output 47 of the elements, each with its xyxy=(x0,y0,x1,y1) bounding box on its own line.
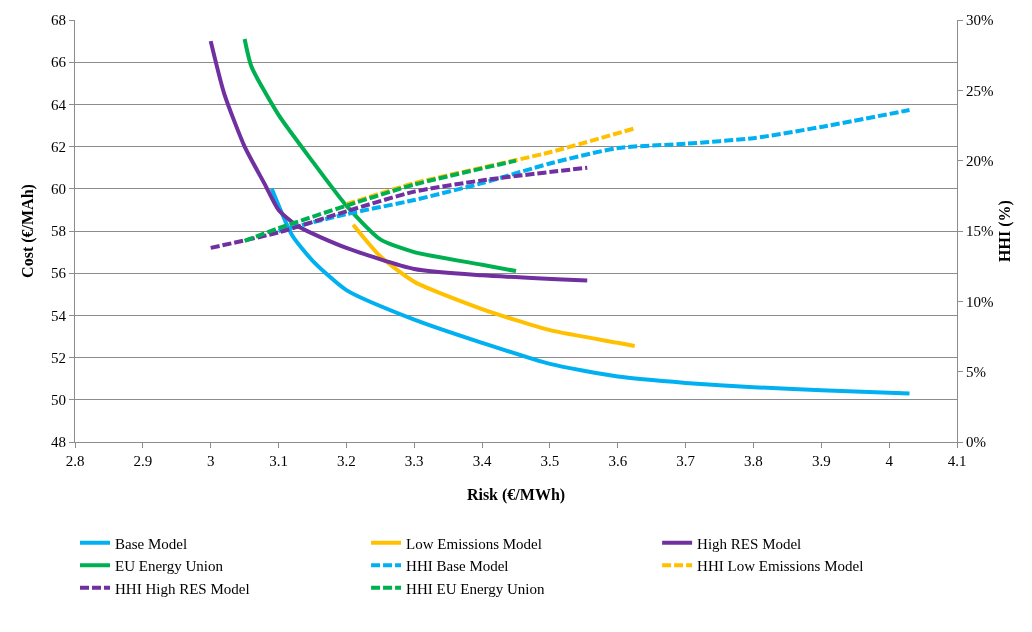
y2-tick-label: 20% xyxy=(966,152,994,169)
x-tick-label: 3.9 xyxy=(811,453,831,469)
x-tick-label: 3.2 xyxy=(337,453,356,469)
y-tick-label: 66 xyxy=(51,54,67,71)
line-series xyxy=(351,222,637,348)
x-tick-label: 3.7 xyxy=(676,453,696,469)
y2-tick-label: 10% xyxy=(966,293,994,310)
x-tick-label: 3 xyxy=(206,453,215,469)
y-tick-label: 62 xyxy=(51,138,66,155)
legend-label: HHI Low Emissions Model xyxy=(697,558,864,574)
y-tick-label: 48 xyxy=(51,434,66,451)
x-tick-label: 3.6 xyxy=(608,453,628,469)
y-tick-label: 58 xyxy=(51,223,66,240)
y2-tick-label: 5% xyxy=(966,363,986,380)
y2-tick-label: 25% xyxy=(966,82,994,99)
legend-label: Low Emissions Model xyxy=(406,535,542,552)
y-tick-label: 64 xyxy=(51,96,67,113)
line-series xyxy=(208,39,590,283)
x-tick-label: 3.1 xyxy=(269,453,288,469)
line-series xyxy=(344,126,637,207)
x-tick-label: 4 xyxy=(885,453,894,469)
x-tick-label: 3.4 xyxy=(472,453,492,469)
y-tick-label: 56 xyxy=(51,265,67,282)
y-axis-title: Cost (€/MAh) xyxy=(19,184,37,278)
x-tick-label: 3.8 xyxy=(744,453,763,469)
y2-tick-label: 15% xyxy=(966,223,994,240)
legend-label: High RES Model xyxy=(697,535,802,552)
x-tick-label: 3.3 xyxy=(404,453,424,469)
legend-label: HHI Base Model xyxy=(406,558,509,574)
x-axis-title: Risk (€/MWh) xyxy=(466,486,566,504)
legend-label: HHI EU Energy Union xyxy=(406,580,546,597)
x-tick-label: 2.9 xyxy=(133,453,153,469)
x-tick-label: 2.8 xyxy=(65,453,85,469)
y-tick-label: 50 xyxy=(51,392,66,409)
legend-label: Base Model xyxy=(115,535,188,552)
y-tick-label: 54 xyxy=(51,307,67,324)
x-tick-label: 3.5 xyxy=(540,453,560,469)
y2-axis-title: HHI (%) xyxy=(995,200,1014,262)
legend-label: EU Energy Union xyxy=(115,558,224,574)
legend-label: HHI High RES Model xyxy=(115,580,250,597)
y-tick-label: 60 xyxy=(51,181,66,198)
y-tick-label: 52 xyxy=(51,349,66,366)
y2-tick-label: 30% xyxy=(966,12,994,29)
y2-tick-label: 0% xyxy=(966,434,986,451)
x-tick-label: 4.1 xyxy=(947,453,967,469)
y-tick-label: 68 xyxy=(51,12,66,29)
line-series xyxy=(242,36,518,274)
